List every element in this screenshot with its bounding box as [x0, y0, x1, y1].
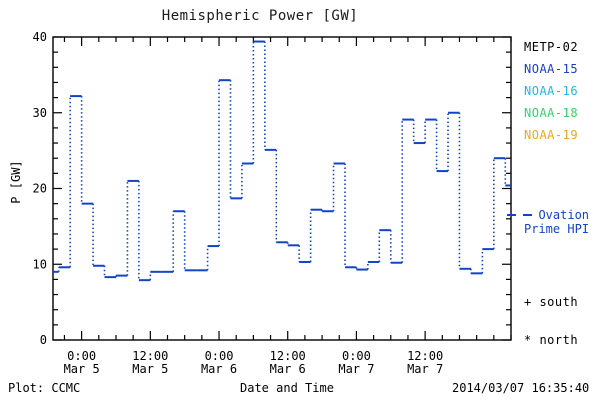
page-title: Hemispheric Power [GW]: [161, 8, 359, 24]
x-tick-label-date: Mar 6: [201, 362, 237, 376]
y-tick-label: 40: [33, 30, 47, 44]
legend-marker-north: * north: [524, 333, 579, 347]
x-tick-label-date: Mar 6: [270, 362, 306, 376]
legend-entry-noaa-19: NOAA-19: [524, 128, 579, 142]
ovation-legend-marker: [507, 214, 537, 217]
x-tick-label-time: 0:00: [205, 349, 234, 363]
x-tick-label-date: Mar 7: [407, 362, 443, 376]
satellite-legend: METP-02 NOAA-15 NOAA-16 NOAA-18 NOAA-19: [524, 40, 578, 150]
series-ovation-prime-hpi: [53, 40, 511, 282]
y-tick-label: 30: [33, 106, 47, 120]
legend-marker-south: + south: [524, 295, 579, 309]
y-tick-label: 20: [33, 182, 47, 196]
plot-source: Plot: CCMC: [8, 381, 81, 395]
y-axis-label: P [GW]: [9, 160, 23, 204]
ovation-legend-line1: — Ovation: [524, 208, 590, 222]
x-tick-label-date: Mar 5: [132, 362, 168, 376]
plot-frame: [52, 36, 512, 341]
legend-entry-noaa-18: NOAA-18: [524, 106, 579, 120]
ovation-legend-line2: Prime HPI: [524, 222, 590, 236]
x-tick-label-time: 12:00: [407, 349, 443, 363]
legend-entry-metp-02: METP-02: [524, 40, 579, 54]
x-tick-label-date: Mar 5: [64, 362, 100, 376]
legend-entry-noaa-15: NOAA-15: [524, 62, 579, 76]
x-tick-label-time: 0:00: [342, 349, 371, 363]
legend-entry-noaa-16: NOAA-16: [524, 84, 579, 98]
x-axis-label: Date and Time: [240, 381, 334, 395]
y-tick-label: 10: [33, 257, 47, 271]
x-tick-label-date: Mar 7: [338, 362, 374, 376]
y-tick-label: 0: [40, 333, 47, 347]
marker-legend: + south * north: [524, 295, 578, 371]
plot-timestamp: 2014/03/07 16:35:40: [452, 381, 590, 395]
x-tick-label-time: 12:00: [132, 349, 168, 363]
x-tick-label-time: 12:00: [270, 349, 306, 363]
ovation-legend-label: — Ovation Prime HPI: [524, 208, 589, 236]
x-tick-label-time: 0:00: [67, 349, 96, 363]
